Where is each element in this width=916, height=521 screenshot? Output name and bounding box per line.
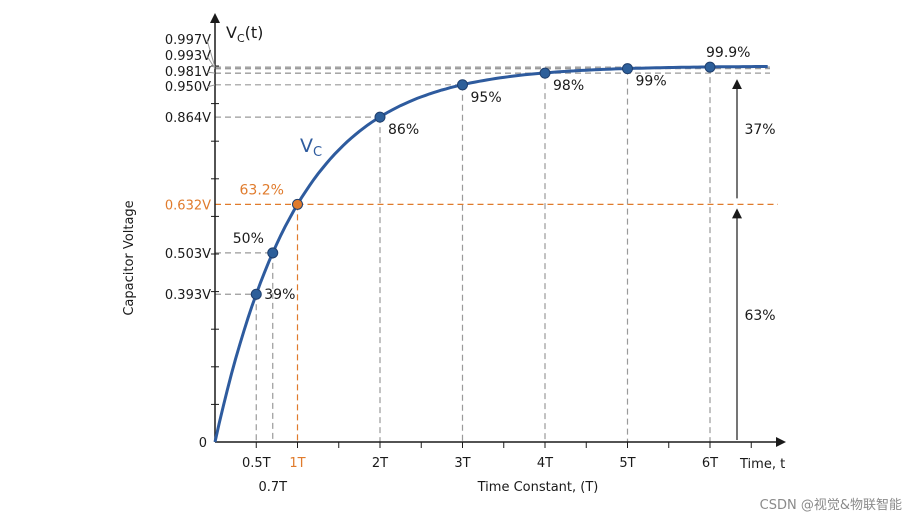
data-label-5: 98% — [553, 78, 584, 94]
y-axis-top-label: VC(t) — [226, 23, 263, 45]
data-point-0 — [250, 288, 262, 300]
y-tick-label-8: 0 — [199, 436, 207, 451]
data-point-2 — [292, 198, 303, 210]
data-label-6: 99% — [636, 74, 667, 90]
y-tick-label-6: 0.503V — [165, 247, 211, 262]
data-label-2: 63.2% — [240, 182, 284, 198]
data-point-6 — [622, 63, 633, 75]
vc-curve — [213, 65, 768, 443]
x-axis-end-label: Time, t — [739, 457, 785, 472]
y-tick-label-4: 0.864V — [165, 111, 211, 126]
watermark: CSDN @视觉&物联智能 — [759, 498, 902, 513]
data-point-4 — [457, 79, 468, 91]
data-point-5 — [539, 67, 551, 79]
series-label: VC — [300, 135, 322, 160]
data-label-1: 50% — [233, 231, 264, 247]
y-axis-title: Capacitor Voltage — [122, 200, 137, 315]
data-label-4: 95% — [471, 90, 502, 106]
x-tick-label-6: 5T — [619, 456, 635, 471]
y-tick-leader-2 — [206, 71, 216, 74]
annotation-63: 63% — [744, 308, 775, 324]
y-tick-leader-1 — [206, 55, 216, 69]
x-tick-label-2: 1T — [289, 456, 305, 471]
x-tick-label-1: 0.7T — [258, 480, 287, 495]
x-tick-label-4: 3T — [454, 456, 470, 471]
y-tick-label-3: 0.950V — [165, 80, 211, 95]
data-label-7: 99.9% — [706, 45, 750, 61]
data-label-0: 39% — [264, 287, 295, 303]
data-point-3 — [374, 111, 386, 123]
y-tick-leader-0 — [206, 39, 216, 68]
data-label-3: 86% — [388, 122, 419, 138]
data-point-1 — [267, 247, 279, 259]
data-point-7 — [704, 61, 716, 73]
annotation-37: 37% — [744, 122, 775, 138]
x-axis-title: Time Constant, (T) — [477, 480, 599, 495]
y-tick-label-0: 0.997V — [165, 33, 211, 48]
x-tick-label-0: 0.5T — [242, 456, 271, 471]
y-tick-leader-3 — [206, 84, 216, 88]
y-tick-label-5: 0.632V — [165, 198, 211, 213]
x-tick-label-3: 2T — [372, 456, 388, 471]
x-tick-label-5: 4T — [537, 456, 553, 471]
y-tick-label-1: 0.993V — [165, 49, 211, 64]
y-tick-label-7: 0.393V — [165, 288, 211, 303]
x-tick-label-7: 6T — [702, 456, 718, 471]
y-tick-label-2: 0.981V — [165, 65, 211, 80]
